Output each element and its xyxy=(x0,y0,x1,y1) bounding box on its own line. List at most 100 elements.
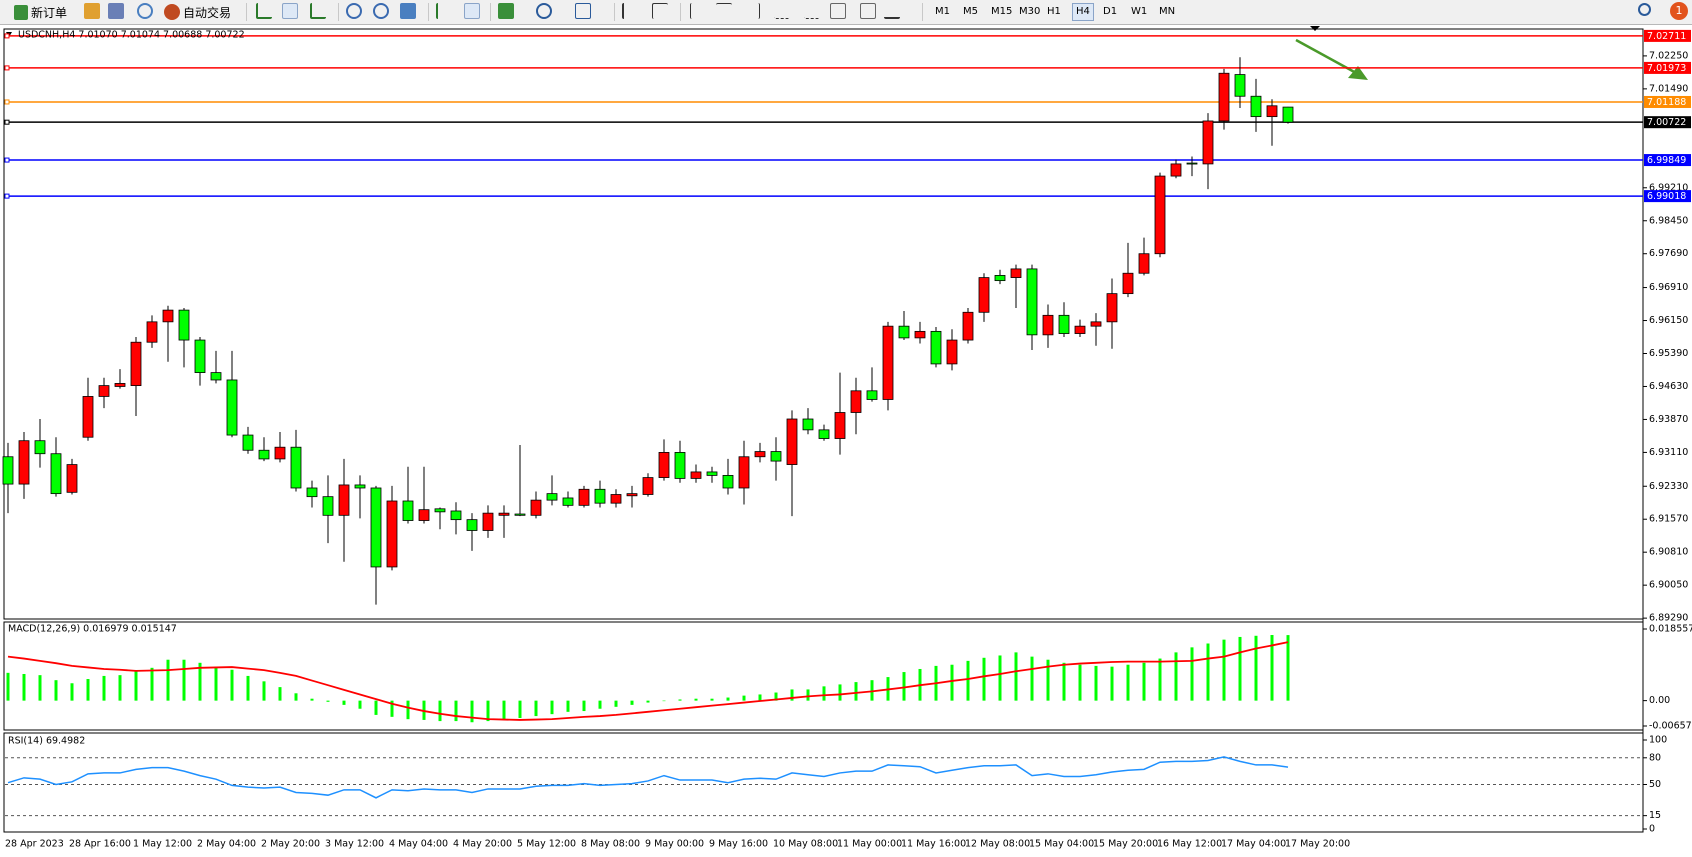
candle-body xyxy=(1042,314,1054,336)
macd-bar xyxy=(1254,635,1258,701)
separator xyxy=(490,3,491,21)
rsi-line xyxy=(7,756,1289,799)
x-tick-label: 11 May 00:00 xyxy=(837,839,902,850)
level-handle xyxy=(4,65,10,71)
y-tick-label: 6.93110 xyxy=(1649,447,1688,458)
candle-body xyxy=(450,510,462,521)
candle-body xyxy=(1218,72,1230,122)
macd-bar xyxy=(1046,659,1050,701)
candle-body xyxy=(754,451,766,458)
toolbar-icon[interactable] xyxy=(400,3,416,19)
macd-bar xyxy=(150,667,154,701)
macd-bar xyxy=(790,689,794,701)
toolbar-icon xyxy=(14,4,28,20)
candle-body xyxy=(258,449,270,460)
x-tick-label: 10 May 08:00 xyxy=(773,839,838,850)
candle-body xyxy=(594,488,606,504)
notification-badge[interactable]: 1 xyxy=(1670,2,1688,20)
new-order-button[interactable]: 新订单 xyxy=(14,3,67,21)
y-tick-label: 15 xyxy=(1649,810,1661,821)
macd-bar xyxy=(358,700,362,709)
toolbar-icon[interactable] xyxy=(774,3,790,19)
toolbar-icon[interactable] xyxy=(830,3,846,19)
macd-bar xyxy=(630,700,634,705)
signal-line xyxy=(7,641,1289,721)
level-label-box xyxy=(1644,154,1691,167)
timeframe-button[interactable]: H1 xyxy=(1047,6,1061,17)
candle-body xyxy=(1058,314,1070,334)
timeframe-button[interactable]: M1 xyxy=(935,6,950,17)
toolbar-icon[interactable] xyxy=(744,3,760,19)
toolbar-icon[interactable] xyxy=(464,3,480,19)
indicator-title: MACD(12,26,9) 0.016979 0.015147 xyxy=(8,624,177,635)
macd-bar xyxy=(70,683,74,701)
timeframe-button[interactable]: MN xyxy=(1159,6,1176,17)
toolbar-icon[interactable] xyxy=(536,3,552,19)
x-tick-label: 5 May 12:00 xyxy=(517,839,576,850)
macd-bar xyxy=(694,698,698,701)
macd-bar xyxy=(870,680,874,701)
toolbar-icon[interactable] xyxy=(622,3,638,19)
separator xyxy=(614,3,615,21)
macd-bar xyxy=(774,692,778,701)
toolbar-icon[interactable] xyxy=(310,3,326,19)
x-tick-label: 15 May 04:00 xyxy=(1029,839,1094,850)
x-tick-label: 28 Apr 2023 xyxy=(5,839,64,850)
macd-bar xyxy=(1238,636,1242,701)
toolbar-icon[interactable] xyxy=(860,3,876,19)
macd-bar xyxy=(1030,656,1034,701)
timeframe-button[interactable]: M5 xyxy=(963,6,978,17)
level-label-box xyxy=(1644,190,1691,203)
toolbar-icon[interactable] xyxy=(256,3,272,19)
toolbar-icon[interactable] xyxy=(84,3,100,19)
candle-body xyxy=(786,418,798,465)
toolbar-icon[interactable] xyxy=(436,3,452,19)
candle-body xyxy=(882,325,894,400)
toolbar-icon[interactable] xyxy=(690,3,706,19)
timeframe-button[interactable]: M15 xyxy=(991,6,1013,17)
level-handle xyxy=(4,193,10,199)
candle-body xyxy=(818,429,830,439)
macd-bar xyxy=(1014,652,1018,701)
y-tick-label: 6.93870 xyxy=(1649,414,1688,425)
candle-body xyxy=(898,325,910,339)
toolbar-icon[interactable] xyxy=(884,3,900,19)
toolbar-icon[interactable] xyxy=(716,3,732,12)
macd-bar xyxy=(262,681,266,701)
toolbar-icon[interactable] xyxy=(498,3,514,19)
x-tick-label: 11 May 16:00 xyxy=(901,839,966,850)
macd-bar xyxy=(454,700,458,722)
macd-bar xyxy=(22,673,26,701)
y-tick-label: 6.95390 xyxy=(1649,348,1688,359)
macd-bar xyxy=(134,670,138,701)
auto-trading-button[interactable]: 自动交易 xyxy=(164,3,231,21)
timeframe-button[interactable]: D1 xyxy=(1103,6,1118,17)
macd-bar xyxy=(566,700,570,712)
zoom-in[interactable] xyxy=(346,3,362,19)
candle-body xyxy=(1122,272,1134,295)
candle-body xyxy=(1250,95,1262,118)
toolbar-icon[interactable] xyxy=(108,3,124,19)
toolbar-icon[interactable] xyxy=(137,3,153,19)
candle-body xyxy=(866,390,878,400)
timeframe-button[interactable]: H4 xyxy=(1072,3,1094,21)
macd-bar xyxy=(1062,662,1066,701)
x-tick-label: 12 May 08:00 xyxy=(965,839,1030,850)
macd-bar xyxy=(342,700,346,705)
timeframe-button[interactable]: M30 xyxy=(1019,6,1041,17)
macd-bar xyxy=(550,700,554,715)
toolbar-icon[interactable] xyxy=(804,3,820,19)
search-button[interactable] xyxy=(1638,3,1651,16)
candle-body xyxy=(994,275,1006,282)
timeframe-button[interactable]: W1 xyxy=(1131,6,1148,17)
toolbar-icon[interactable] xyxy=(575,3,591,19)
macd-bar xyxy=(1286,635,1290,701)
toolbar-icon[interactable] xyxy=(282,3,298,19)
toolbar-icon[interactable] xyxy=(652,3,668,19)
zoom-out[interactable] xyxy=(373,3,389,19)
separator xyxy=(338,3,339,21)
candle-body xyxy=(242,434,254,451)
x-tick-label: 17 May 20:00 xyxy=(1285,839,1350,850)
macd-bar xyxy=(438,700,442,722)
